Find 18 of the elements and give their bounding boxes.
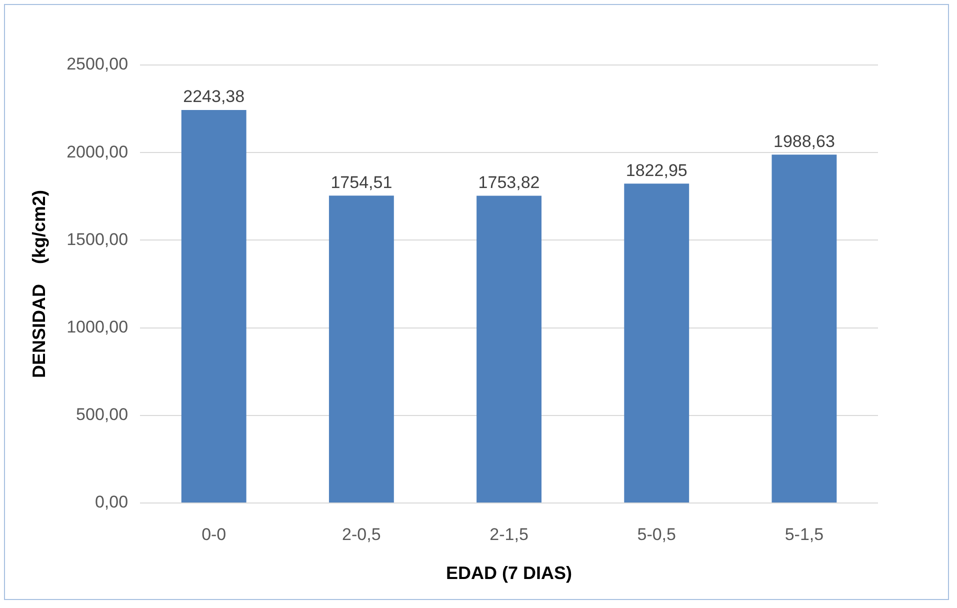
data-label: 2243,38 xyxy=(183,87,245,106)
y-tick-label: 0,00 xyxy=(94,492,128,512)
y-tick-label: 2000,00 xyxy=(66,142,128,162)
y-axis-title: DENSIDAD (kg/cm2) xyxy=(28,190,49,378)
data-label: 1754,51 xyxy=(330,172,392,192)
x-tick-label: 5-1,5 xyxy=(784,524,824,544)
x-tick-label: 2-0,5 xyxy=(342,524,381,544)
y-tick-label: 1000,00 xyxy=(66,317,128,336)
x-axis-title: EDAD (7 DIAS) xyxy=(446,563,572,584)
y-tick-label: 500,00 xyxy=(76,405,128,424)
y-tick-label: 2500,00 xyxy=(66,54,128,74)
data-label: 1822,95 xyxy=(626,160,688,180)
x-tick-label: 5-0,5 xyxy=(637,524,676,544)
x-tick-label: 0-0 xyxy=(202,524,226,544)
x-tick-label: 2-1,5 xyxy=(490,524,528,544)
data-label: 1753,82 xyxy=(478,172,540,192)
y-tick-label: 1500,00 xyxy=(66,230,128,249)
data-label: 1988,63 xyxy=(773,132,835,151)
